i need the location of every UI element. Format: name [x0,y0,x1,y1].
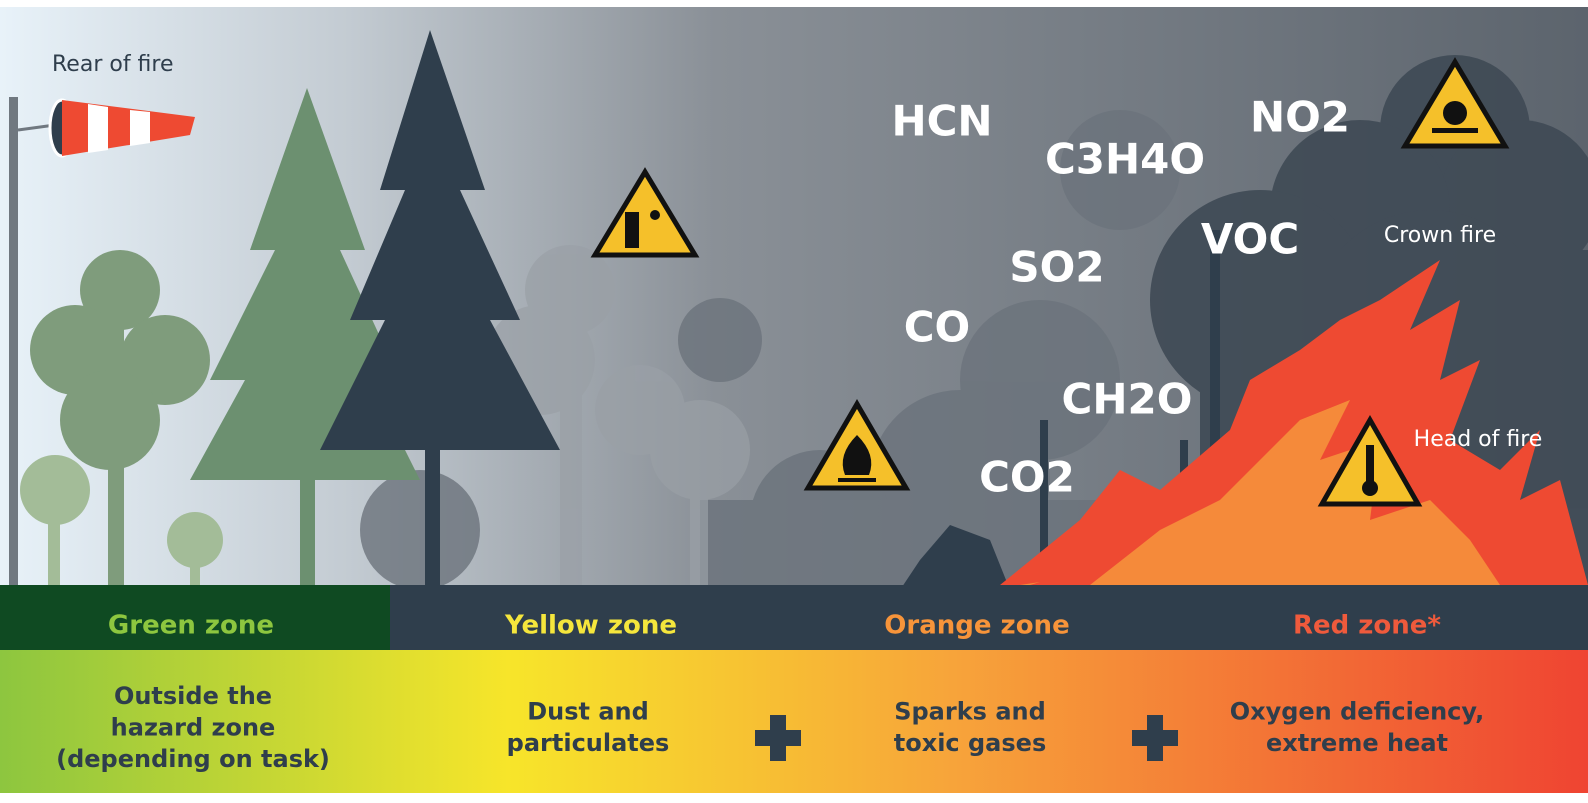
zone-description: particulates [507,729,670,757]
gas-label: CH2O [1062,375,1193,424]
zone-description: Sparks and [894,698,1046,726]
zone-name: Yellow zone [504,611,677,641]
zone-description: extreme heat [1266,729,1448,757]
zone-name: Orange zone [884,611,1069,641]
gas-label: CO [904,303,971,352]
zone-name: Green zone [108,611,274,641]
zone-description: Oxygen deficiency, [1230,698,1485,726]
head-label: Head of fire [1414,427,1543,452]
gas-label: CO2 [979,453,1075,502]
zone-description: toxic gases [894,729,1046,757]
gases: HCN C3H4O NO2 VOC SO2 CO CH2O CO2 [891,93,1350,502]
plus-signs [755,715,1178,761]
gas-label: VOC [1201,215,1299,264]
zone-name: Red zone* [1293,611,1441,641]
zone-description: hazard zone [111,714,276,742]
rear-label: Rear of fire [52,52,174,77]
crown-label: Crown fire [1384,223,1496,248]
scene [0,7,1588,793]
gas-label: NO2 [1250,93,1350,142]
zone-description: Dust and [527,698,649,726]
gas-label: HCN [891,97,992,146]
gas-label: C3H4O [1045,135,1205,184]
zone-description: (depending on task) [56,745,330,773]
zones: Green zone Outside the hazard zone (dependi… [56,611,1484,774]
windsock [9,97,195,650]
zone-description: Outside the [114,682,272,710]
gas-label: SO2 [1009,243,1104,292]
